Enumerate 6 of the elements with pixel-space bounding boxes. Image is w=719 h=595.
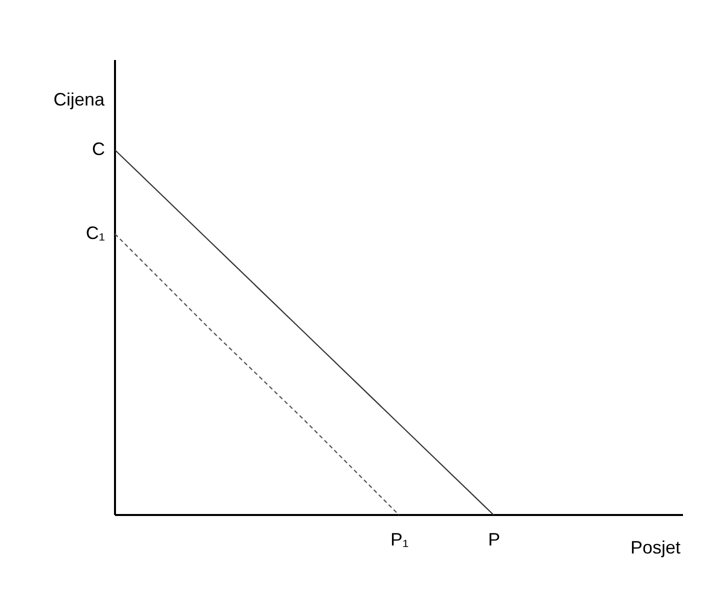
text: C₁	[86, 222, 105, 243]
x-tick-label: P	[488, 530, 500, 550]
y-axis-title: Cijena	[54, 90, 106, 110]
x-tick-label: P₁	[390, 530, 409, 550]
x-axis-title: Posjet	[630, 538, 681, 558]
text: C	[92, 139, 105, 159]
